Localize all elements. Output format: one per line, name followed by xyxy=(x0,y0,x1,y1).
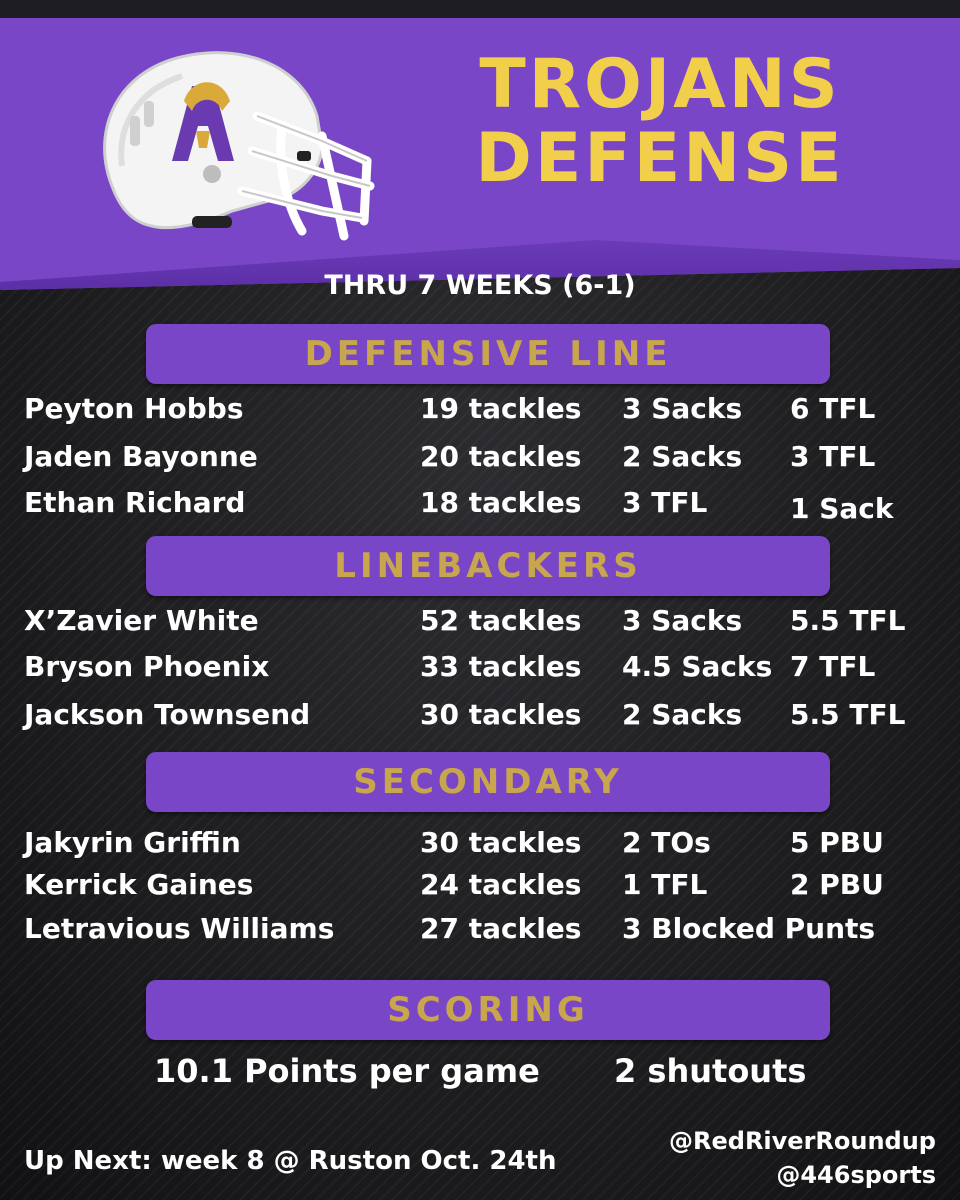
section-banner-secondary: SECONDARY xyxy=(146,752,830,812)
player-name: X’Zavier White xyxy=(24,604,259,637)
stat-2: 2 TOs xyxy=(622,826,711,859)
stat-tackles: 52 tackles xyxy=(420,604,582,637)
player-name: Peyton Hobbs xyxy=(24,392,244,425)
stat-2: 3 TFL xyxy=(622,486,708,519)
stat-3: 5.5 TFL xyxy=(790,698,906,731)
stat-3: 1 Sack xyxy=(790,492,894,525)
stat-3: 2 PBU xyxy=(790,868,884,901)
stat-2: 3 Blocked Punts xyxy=(622,912,876,945)
player-name: Jackson Townsend xyxy=(24,698,311,731)
stat-2: 3 Sacks xyxy=(622,604,743,637)
player-name: Kerrick Gaines xyxy=(24,868,254,901)
stat-2: 2 Sacks xyxy=(622,698,743,731)
stat-2: 4.5 Sacks xyxy=(622,650,773,683)
stat-tackles: 27 tackles xyxy=(420,912,582,945)
stat-2: 2 Sacks xyxy=(622,440,743,473)
points-per-game: 10.1 Points per game xyxy=(154,1052,540,1090)
stat-2: 1 TFL xyxy=(622,868,708,901)
section-title: SECONDARY xyxy=(353,762,623,802)
player-name: Ethan Richard xyxy=(24,486,246,519)
football-helmet-icon xyxy=(103,51,375,241)
section-banner-scoring: SCORING xyxy=(146,980,830,1040)
up-next-text: Up Next: week 8 @ Ruston Oct. 24th xyxy=(24,1146,557,1176)
stat-tackles: 20 tackles xyxy=(420,440,582,473)
player-row: Letravious Williams 27 tackles 3 Blocked… xyxy=(0,912,960,956)
player-row: Bryson Phoenix 33 tackles 4.5 Sacks 7 TF… xyxy=(0,650,960,694)
player-row: X’Zavier White 52 tackles 3 Sacks 5.5 TF… xyxy=(0,604,960,648)
header-top-bar xyxy=(0,0,960,18)
stat-3: 3 TFL xyxy=(790,440,876,473)
social-handle: @RedRiverRoundup xyxy=(669,1127,936,1155)
player-row: Jakyrin Griffin 30 tackles 2 TOs 5 PBU xyxy=(0,826,960,870)
stat-tackles: 30 tackles xyxy=(420,826,582,859)
player-name: Jaden Bayonne xyxy=(24,440,258,473)
player-name: Jakyrin Griffin xyxy=(24,826,241,859)
stat-tackles: 24 tackles xyxy=(420,868,582,901)
stat-3: 6 TFL xyxy=(790,392,876,425)
title-line-2: DEFENSE xyxy=(475,119,845,198)
player-row: Peyton Hobbs 19 tackles 3 Sacks 6 TFL xyxy=(0,392,960,436)
section-title: SCORING xyxy=(387,990,589,1030)
player-row: Jackson Townsend 30 tackles 2 Sacks 5.5 … xyxy=(0,698,960,742)
player-row: Kerrick Gaines 24 tackles 1 TFL 2 PBU xyxy=(0,868,960,912)
social-handle: @446sports xyxy=(776,1161,936,1189)
social-handles: @RedRiverRoundup @446sports xyxy=(669,1124,936,1192)
season-record-subtitle: THRU 7 WEEKS (6-1) xyxy=(324,270,636,301)
section-banner-linebackers: LINEBACKERS xyxy=(146,536,830,596)
section-title: DEFENSIVE LINE xyxy=(304,334,672,374)
stat-tackles: 33 tackles xyxy=(420,650,582,683)
page-title: TROJANS DEFENSE xyxy=(440,48,880,196)
player-name: Letravious Williams xyxy=(24,912,335,945)
stat-3: 7 TFL xyxy=(790,650,876,683)
player-name: Bryson Phoenix xyxy=(24,650,270,683)
stat-tackles: 19 tackles xyxy=(420,392,582,425)
stat-tackles: 18 tackles xyxy=(420,486,582,519)
section-banner-defensive-line: DEFENSIVE LINE xyxy=(146,324,830,384)
player-row: Ethan Richard 18 tackles 3 TFL 1 Sack xyxy=(0,486,960,530)
stat-3: 5.5 TFL xyxy=(790,604,906,637)
trojan-logo xyxy=(172,82,234,161)
shutouts: 2 shutouts xyxy=(614,1052,807,1090)
section-title: LINEBACKERS xyxy=(334,546,642,586)
stat-2: 3 Sacks xyxy=(622,392,743,425)
stat-3: 5 PBU xyxy=(790,826,884,859)
title-line-1: TROJANS xyxy=(479,45,841,124)
stat-tackles: 30 tackles xyxy=(420,698,582,731)
player-row: Jaden Bayonne 20 tackles 2 Sacks 3 TFL xyxy=(0,440,960,484)
